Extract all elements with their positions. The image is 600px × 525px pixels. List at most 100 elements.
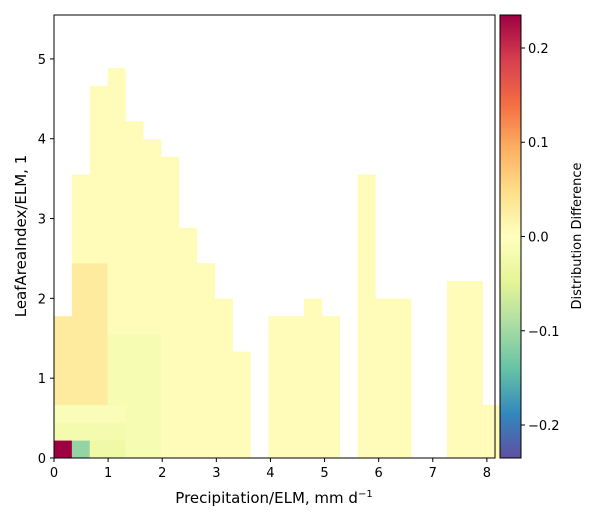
heatmap-cell: [268, 387, 287, 406]
heatmap-cell: [464, 351, 483, 370]
heatmap-cell: [89, 387, 108, 406]
y-tick-label: 1: [38, 372, 46, 387]
heatmap-cell: [303, 369, 323, 388]
heatmap-cell: [161, 333, 180, 352]
heatmap-cell: [303, 333, 323, 352]
heatmap-cell: [161, 174, 180, 193]
heatmap-cell: [161, 192, 180, 211]
heatmap-cell: [71, 298, 91, 317]
heatmap-cell: [268, 422, 287, 441]
heatmap-cell: [286, 351, 305, 370]
heatmap-cell: [232, 351, 251, 370]
heatmap-cell: [89, 103, 108, 122]
heatmap-cells: [54, 68, 501, 459]
heatmap-cell: [321, 369, 341, 388]
colorbar: −0.2 −0.1 0.0 0.1 0.2 Distribution Differenc…: [499, 14, 585, 459]
heatmap-cell: [89, 422, 108, 441]
heatmap-cell: [89, 351, 108, 370]
heatmap-cell: [107, 440, 126, 459]
heatmap-cell: [143, 263, 162, 282]
heatmap-cell: [321, 351, 341, 370]
heatmap-cell: [214, 333, 233, 352]
heatmap-cell: [303, 422, 323, 441]
heatmap-cell: [161, 404, 180, 423]
heatmap-cell: [54, 440, 73, 459]
heatmap-cell: [464, 298, 483, 317]
heatmap-cell: [375, 369, 394, 388]
heatmap-cell: [89, 369, 108, 388]
heatmap-cell: [89, 245, 108, 264]
heatmap-cell: [375, 333, 394, 352]
x-tick-label: 3: [212, 466, 220, 481]
heatmap-cell: [161, 369, 180, 388]
y-tick-label: 4: [38, 133, 46, 148]
heatmap-cell: [71, 174, 91, 193]
heatmap-cell: [375, 387, 394, 406]
heatmap-cell: [143, 422, 162, 441]
heatmap-cell: [107, 387, 126, 406]
heatmap-cell: [446, 369, 465, 388]
heatmap-cell: [214, 316, 233, 335]
heatmap-cell: [143, 333, 162, 352]
heatmap-cell: [125, 192, 144, 211]
heatmap-cell: [89, 156, 108, 175]
heatmap-cell: [143, 209, 162, 228]
heatmap-cell: [232, 387, 251, 406]
heatmap-cell: [286, 369, 305, 388]
heatmap-cell: [143, 351, 162, 370]
heatmap-cell: [71, 422, 91, 441]
colorbar-tick-label: −0.2: [528, 419, 560, 434]
x-tick-label: 7: [429, 466, 437, 481]
heatmap-cell: [107, 103, 126, 122]
x-axis-ticks: 0 1 2 3 4 5 6 7 8: [50, 458, 491, 481]
heatmap-cell: [286, 422, 305, 441]
heatmap-cell: [125, 351, 144, 370]
heatmap-cell: [125, 139, 144, 158]
heatmap-cell: [125, 227, 144, 246]
heatmap-cell: [357, 227, 376, 246]
heatmap-cell: [143, 139, 162, 158]
heatmap-cell: [393, 404, 412, 423]
plot-area: 0 1 2 3 4 5 6 7 8 0 1 2 3 4 5: [38, 14, 501, 481]
heatmap-cell: [89, 263, 108, 282]
y-tick-label: 5: [38, 53, 46, 68]
heatmap-cell: [178, 369, 198, 388]
x-axis-title-main: Precipitation/ELM, mm d: [175, 489, 358, 507]
heatmap-cell: [107, 227, 126, 246]
heatmap-cell: [89, 85, 108, 104]
heatmap-cell: [54, 422, 73, 441]
heatmap-cell: [143, 316, 162, 335]
heatmap-cell: [107, 263, 126, 282]
heatmap-cell: [214, 422, 233, 441]
heatmap-cell: [71, 316, 91, 335]
heatmap-cell: [178, 227, 198, 246]
heatmap-cell: [143, 245, 162, 264]
heatmap-cell: [232, 369, 251, 388]
heatmap-cell: [375, 422, 394, 441]
heatmap-cell: [464, 404, 483, 423]
heatmap-cell: [107, 139, 126, 158]
heatmap-cell: [232, 440, 251, 459]
heatmap-cell: [321, 440, 341, 459]
heatmap-cell: [286, 440, 305, 459]
heatmap-cell: [375, 316, 394, 335]
heatmap-cell: [196, 369, 216, 388]
heatmap-cell: [161, 263, 180, 282]
colorbar-tick-label: 0.1: [528, 136, 549, 151]
heatmap-cell: [321, 422, 341, 441]
heatmap-cell: [107, 316, 126, 335]
heatmap-cell: [143, 174, 162, 193]
heatmap-cell: [357, 280, 376, 299]
heatmap-cell: [143, 404, 162, 423]
heatmap-cell: [303, 404, 323, 423]
heatmap-cell: [161, 280, 180, 299]
y-axis-title: LeafAreaIndex/ELM, 1: [12, 155, 30, 318]
heatmap-cell: [143, 387, 162, 406]
heatmap-cell: [446, 333, 465, 352]
heatmap-cell: [89, 280, 108, 299]
heatmap-cell: [375, 351, 394, 370]
heatmap-cell: [125, 316, 144, 335]
heatmap-cell: [357, 174, 376, 193]
heatmap-cell: [107, 85, 126, 104]
